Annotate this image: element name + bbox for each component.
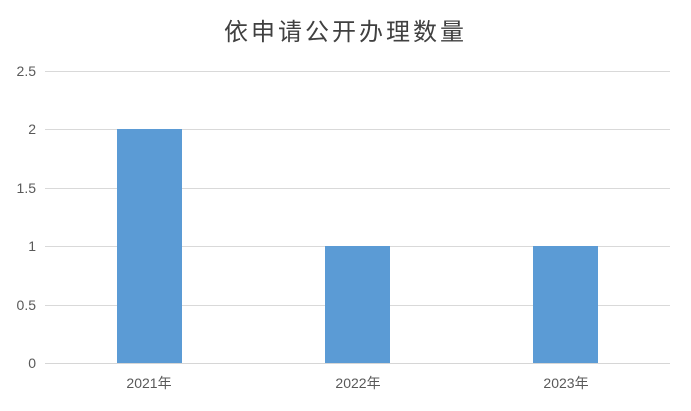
x-axis-label: 2023年 bbox=[543, 375, 589, 391]
gridline bbox=[45, 71, 670, 72]
bar-2023 bbox=[533, 246, 598, 363]
x-axis-label: 2022年 bbox=[335, 375, 381, 391]
gridline bbox=[45, 129, 670, 130]
y-axis-tick-label: 2.5 bbox=[16, 63, 36, 79]
bar-2022 bbox=[325, 246, 390, 363]
y-axis-tick-label: 2 bbox=[28, 121, 36, 137]
y-axis-tick-label: 1.5 bbox=[16, 180, 36, 196]
x-axis-label: 2021年 bbox=[126, 375, 172, 391]
x-axis-line bbox=[45, 363, 670, 364]
y-axis-tick-label: 1 bbox=[28, 238, 36, 254]
y-axis-tick-label: 0.5 bbox=[16, 297, 36, 313]
bar-2021 bbox=[117, 129, 182, 363]
chart-title: 依申请公开办理数量 bbox=[224, 20, 467, 46]
y-axis-tick-label: 0 bbox=[28, 355, 36, 371]
gridline bbox=[45, 188, 670, 189]
